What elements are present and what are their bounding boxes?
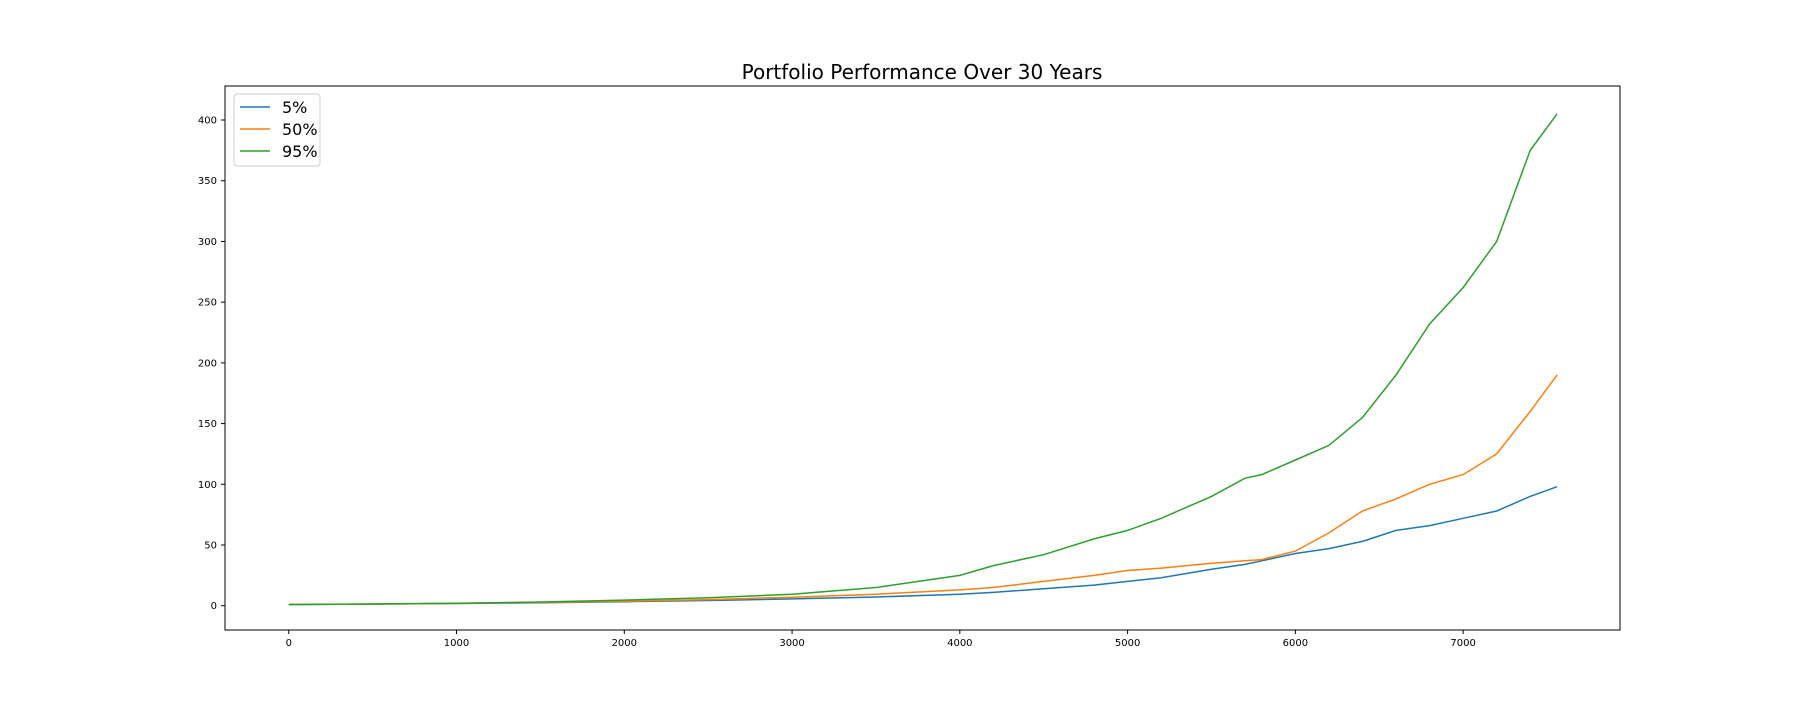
y-tick-label: 50 [204,541,217,552]
y-tick-label: 0 [211,601,217,612]
y-tick-label: 150 [198,419,217,430]
plot-frame [224,85,1621,631]
y-tick-label: 300 [198,237,217,248]
x-tick-label: 5000 [1115,638,1140,649]
y-tick-label: 350 [198,176,217,187]
y-tick-label: 200 [198,358,217,369]
y-axis: 0 50 100 150 200 250 300 350 400 [198,116,225,612]
y-tick-label: 250 [198,298,217,309]
y-tick-label: 100 [198,480,217,491]
x-tick-label: 3000 [779,638,804,649]
x-axis: 0 1000 2000 3000 4000 5000 6000 7000 [286,630,1476,649]
plot-lines [288,113,1558,606]
x-tick-label: 0 [286,638,292,649]
series-line-2 [288,113,1558,606]
series-line-1 [288,374,1558,606]
x-tick-label: 6000 [1283,638,1308,649]
legend-label: 5% [282,98,307,117]
x-tick-label: 2000 [612,638,637,649]
chart-title: Portfolio Performance Over 30 Years [742,60,1103,84]
legend-label: 95% [282,142,318,161]
x-tick-label: 7000 [1450,638,1475,649]
legend-box [233,93,321,167]
x-tick-label: 4000 [947,638,972,649]
series-line-0 [288,485,1558,606]
legend: 5% 50% 95% [233,93,321,167]
legend-label: 50% [282,120,318,139]
y-tick-label: 400 [198,116,217,127]
x-tick-label: 1000 [444,638,469,649]
